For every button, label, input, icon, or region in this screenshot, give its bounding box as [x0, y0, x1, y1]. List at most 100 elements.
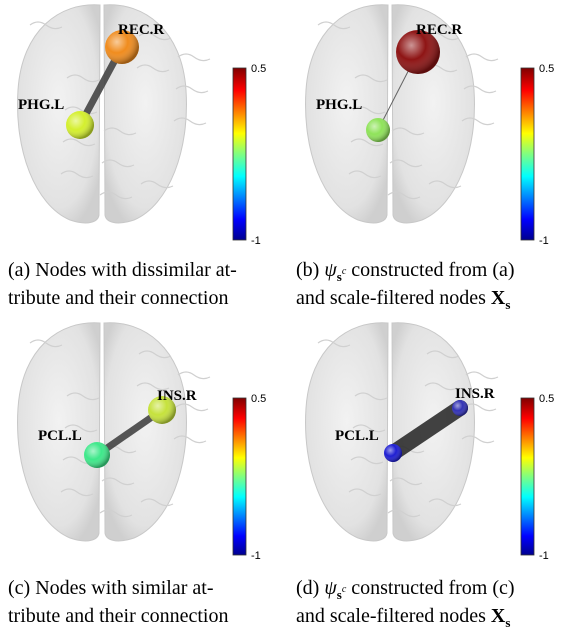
caption-text: and scale-filtered nodes: [296, 287, 491, 309]
caption-text: tribute and their connection: [8, 605, 228, 627]
gyrus: [352, 106, 386, 115]
caption-text: X: [491, 605, 506, 627]
gyrus: [64, 106, 98, 115]
gyrus: [350, 456, 384, 465]
gyrus: [101, 159, 135, 168]
colorbar-bottom: -1: [539, 550, 549, 562]
colorbar-top: 0.5: [539, 393, 554, 405]
gyrus: [389, 159, 423, 168]
caption-text: s: [337, 269, 342, 284]
gyrus: [60, 488, 94, 497]
node-label: PCL.L: [38, 428, 82, 444]
colorbar-top: 0.5: [539, 63, 554, 75]
node-label: INS.R: [157, 388, 197, 404]
node-label: PHG.L: [18, 97, 64, 113]
caption-line: tribute and their connection: [8, 605, 228, 627]
caption-text: (d): [296, 577, 324, 599]
node-shade: [66, 111, 94, 139]
gyrus: [317, 339, 351, 348]
gyrus: [173, 435, 207, 444]
caption-text: s: [505, 297, 510, 312]
gyrus: [66, 74, 100, 83]
caption-line: (b) ψsc constructed from (a): [296, 259, 515, 284]
colorbar: [232, 397, 247, 556]
gyrus: [350, 138, 384, 147]
brain-left: [17, 4, 101, 224]
brain-right: [103, 322, 187, 542]
gyrus: [99, 509, 133, 518]
gyrus: [463, 403, 497, 412]
caption-line: (d) ψsc constructed from (c): [296, 577, 515, 602]
gyrus: [389, 477, 423, 486]
colorbar: [520, 397, 535, 556]
node-shade: [366, 118, 390, 142]
gyrus: [387, 191, 421, 200]
caption-text: s: [505, 615, 510, 628]
node-shade: [84, 442, 110, 468]
gyrus: [463, 85, 497, 94]
gyrus: [138, 350, 172, 359]
brain-left: [305, 4, 389, 224]
node-shade: [105, 30, 139, 64]
brain-left: [305, 322, 389, 542]
gyrus: [136, 64, 170, 73]
caption-line: and scale-filtered nodes Xs: [296, 287, 510, 312]
gyrus: [428, 180, 462, 189]
node-label: INS.R: [455, 386, 495, 402]
caption-text: ψ: [324, 577, 337, 599]
gyrus: [461, 435, 495, 444]
colorbar-bottom: -1: [539, 235, 549, 247]
gyrus: [354, 392, 388, 401]
gyrus: [140, 180, 174, 189]
caption-text: (c) Nodes with similar at-: [8, 577, 214, 599]
gyrus: [424, 382, 458, 391]
gyrus: [465, 53, 499, 62]
gyrus: [348, 170, 382, 179]
caption-text: (a) Nodes with dissimilar at-: [8, 259, 237, 281]
caption-text: ψ: [324, 259, 337, 281]
gyrus: [426, 350, 460, 359]
caption-text: constructed from (a): [346, 259, 514, 281]
caption-line: (c) Nodes with similar at-: [8, 577, 214, 599]
gyrus: [175, 403, 209, 412]
gyrus: [29, 21, 63, 30]
caption-text: c: [342, 266, 347, 277]
caption-text: c: [342, 584, 347, 595]
gyrus: [354, 74, 388, 83]
edge: [385, 400, 468, 461]
gyrus: [138, 32, 172, 41]
gyrus: [177, 371, 211, 380]
gyrus: [136, 382, 170, 391]
gyrus: [428, 498, 462, 507]
gyrus: [62, 138, 96, 147]
caption-line: tribute and their connection: [8, 287, 228, 309]
gyrus: [387, 509, 421, 518]
gyrus: [64, 424, 98, 433]
colorbar: [520, 67, 535, 241]
gyrus: [175, 85, 209, 94]
caption-text: s: [337, 587, 342, 602]
node-label: REC.R: [416, 22, 462, 38]
node-shade: [148, 396, 176, 424]
gyrus: [103, 127, 137, 136]
node-shade: [384, 444, 402, 462]
gyrus: [66, 392, 100, 401]
gyrus: [101, 477, 135, 486]
gyrus: [352, 424, 386, 433]
caption-line: (a) Nodes with dissimilar at-: [8, 259, 237, 281]
caption-line: and scale-filtered nodes Xs: [296, 605, 510, 628]
gyrus: [60, 170, 94, 179]
gyrus: [173, 117, 207, 126]
panel: INS.R PCL.L 0.5 -1 (c) Nodes with similar at…: [8, 322, 266, 627]
colorbar-top: 0.5: [251, 63, 266, 75]
caption-text: (b): [296, 259, 324, 281]
colorbar-bottom: -1: [251, 235, 261, 247]
gyrus: [140, 498, 174, 507]
gyrus: [99, 191, 133, 200]
panel: REC.R PHG.L 0.5 -1 (a) Nodes with dissimilar…: [8, 4, 266, 309]
node-label: PCL.L: [335, 428, 379, 444]
gyrus: [348, 488, 382, 497]
caption-text: constructed from (c): [346, 577, 514, 599]
